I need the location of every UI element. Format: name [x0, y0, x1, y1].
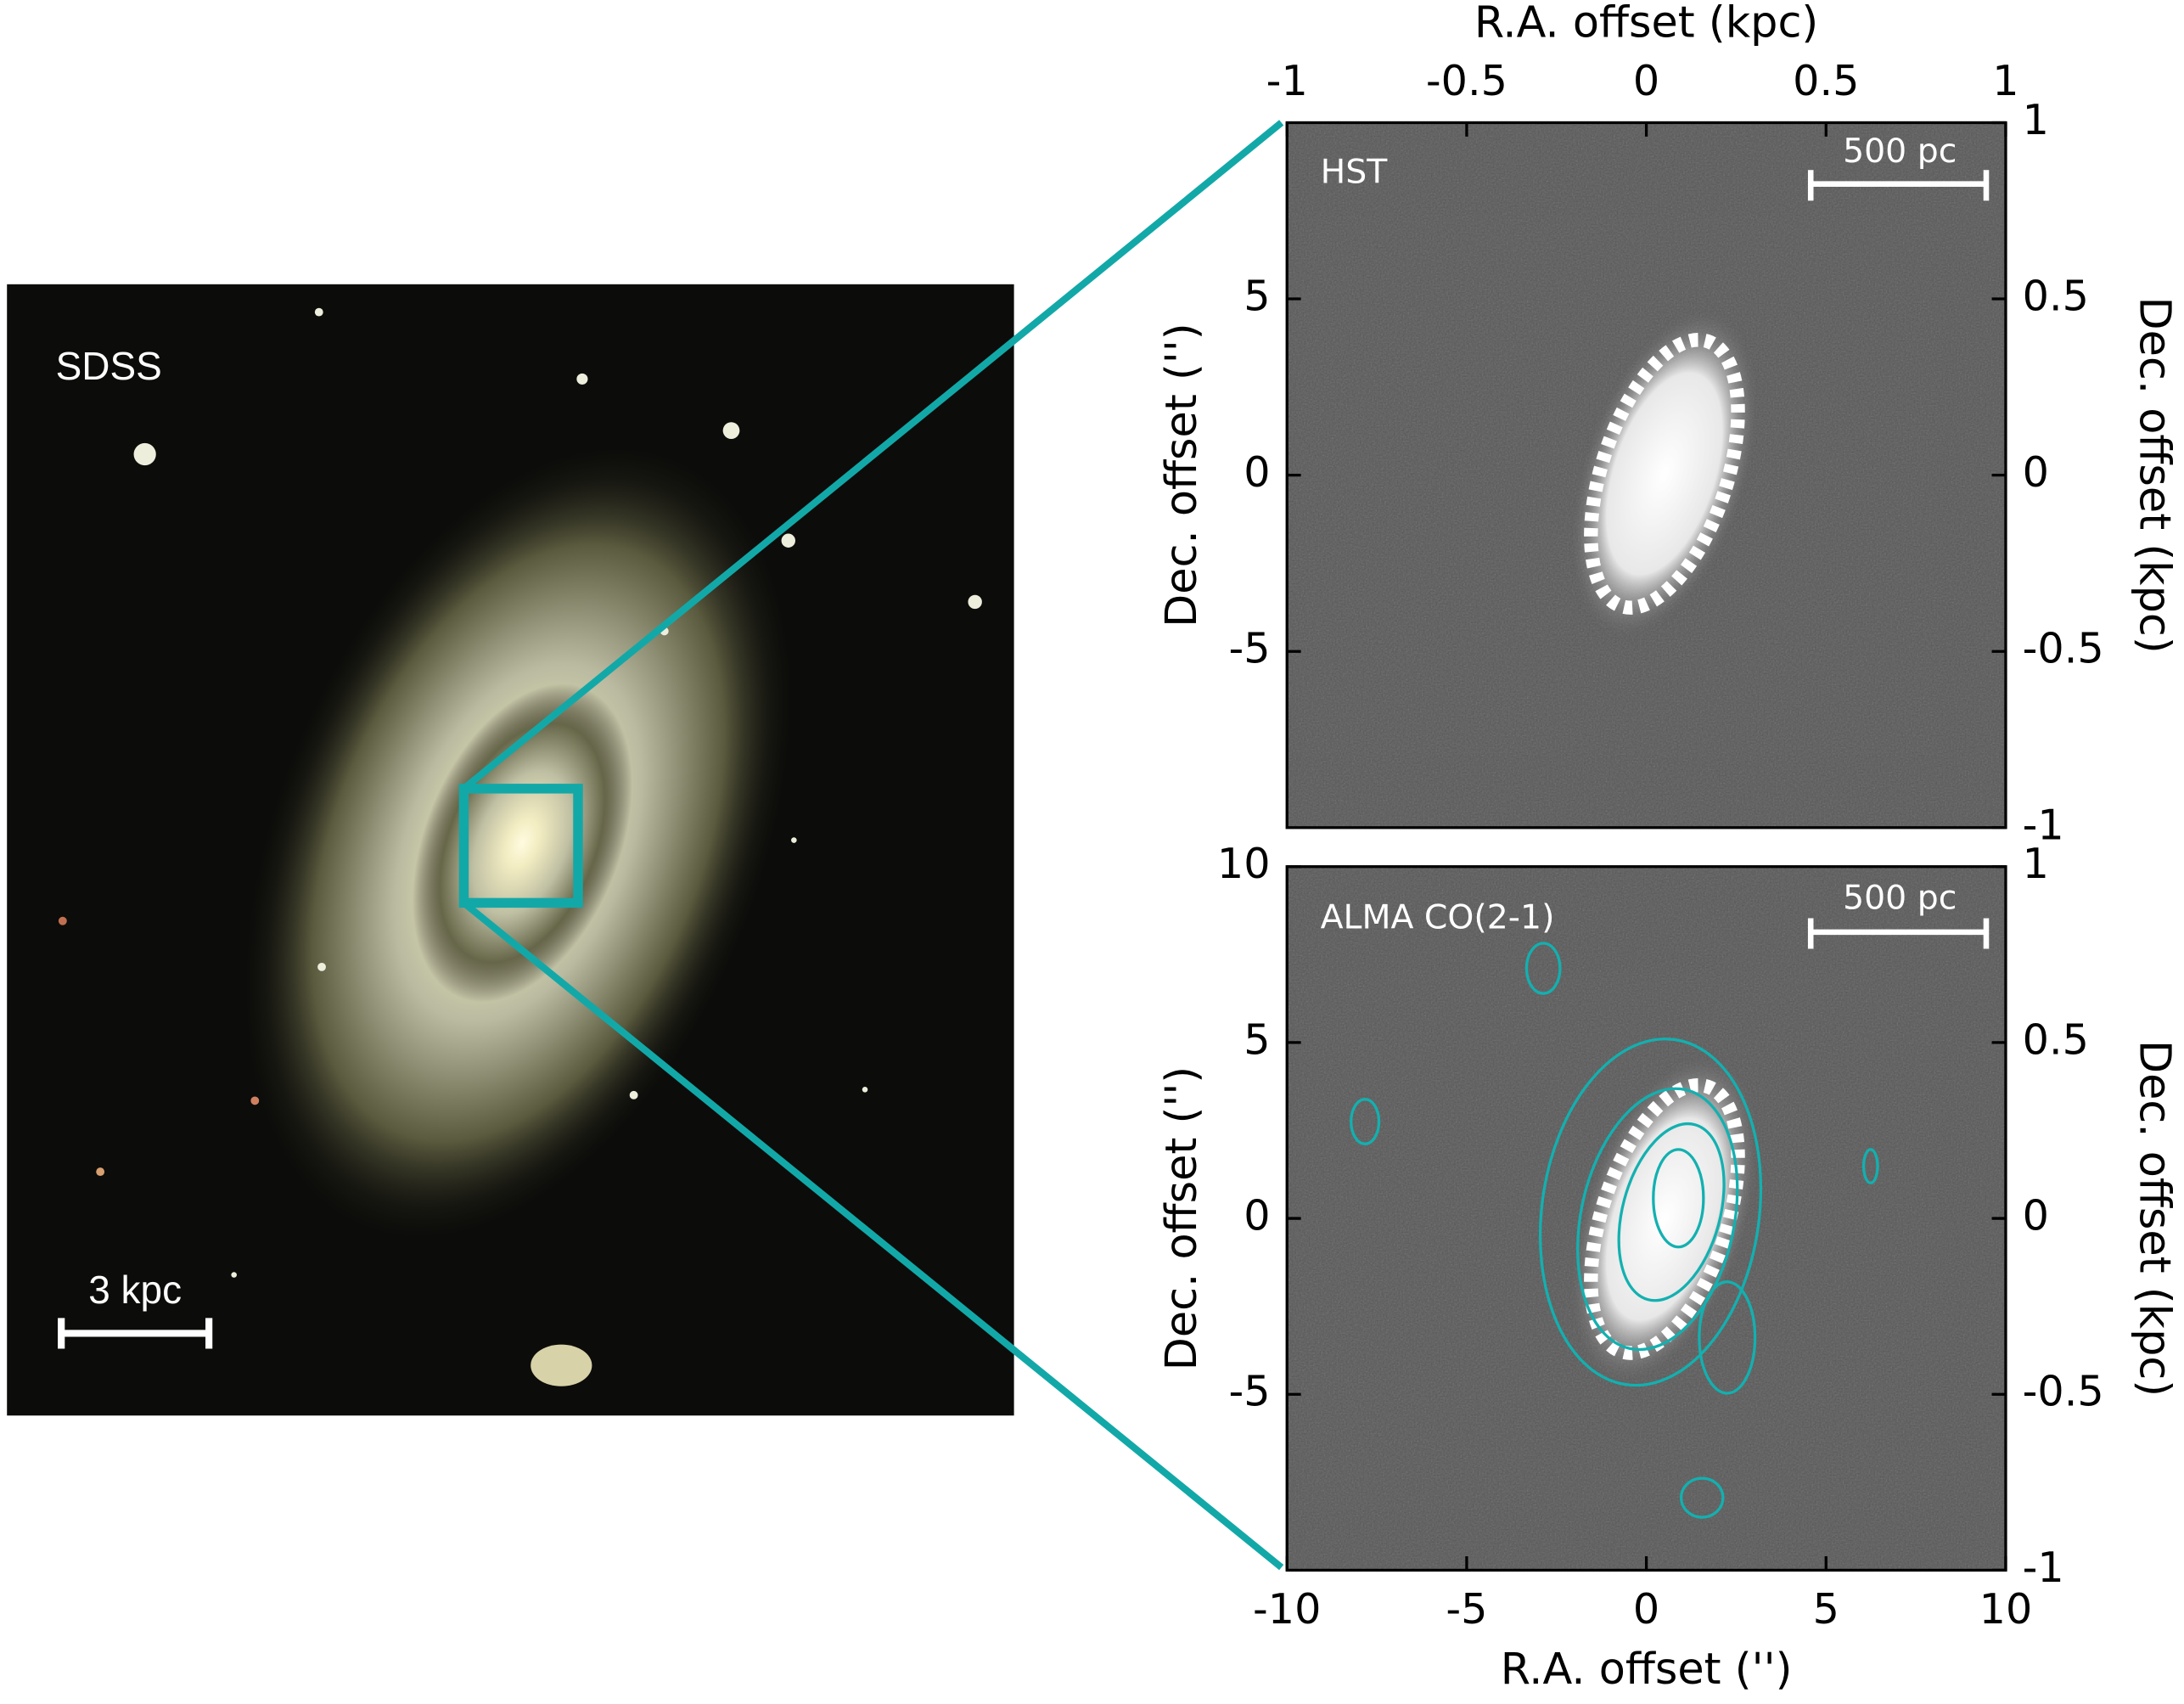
panel-label: HST — [1321, 153, 1389, 192]
y2-tick-label: 0 — [2023, 447, 2049, 497]
x-tick-label: 10 — [1979, 1584, 2033, 1634]
y2-tick-label: -0.5 — [2023, 624, 2104, 673]
x-tick-label: -5 — [1446, 1584, 1487, 1634]
y2-tick-label: -0.5 — [2023, 1367, 2104, 1416]
x-tick-label: -10 — [1253, 1584, 1321, 1634]
x2-tick-label: -0.5 — [1426, 56, 1507, 105]
y-tick-label: -5 — [1228, 1367, 1270, 1416]
scale-bar-label: 500 pc — [1843, 132, 1957, 171]
y2-tick-label: -1 — [2023, 800, 2064, 849]
alma-image — [1287, 866, 2006, 1571]
y-axis-label: Dec. offset ('') — [1156, 1066, 1206, 1370]
image-label: SDSS — [56, 344, 162, 388]
x2-tick-label: 0 — [1633, 56, 1659, 105]
y-tick-label: 0 — [1244, 447, 1270, 497]
y2-tick-label: 1 — [2023, 839, 2049, 888]
x2-tick-label: 1 — [1992, 56, 2018, 105]
y2-axis-label: Dec. offset (kpc) — [2130, 1040, 2180, 1397]
scale-bar-label: 3 kpc — [88, 1268, 182, 1312]
x2-tick-label: 0.5 — [1793, 56, 1859, 105]
y-tick-label: -5 — [1228, 624, 1270, 673]
zoom-line — [461, 900, 1284, 1571]
x-axis-label: R.A. offset ('') — [1501, 1644, 1793, 1694]
y2-tick-label: 0.5 — [2023, 272, 2089, 321]
x-tick-label: 0 — [1633, 1584, 1659, 1634]
y2-tick-label: 0.5 — [2023, 1015, 2089, 1064]
hst-image — [1287, 122, 2006, 828]
y2-axis-label: Dec. offset (kpc) — [2130, 297, 2180, 654]
panel-label: ALMA CO(2-1) — [1321, 898, 1555, 937]
x-tick-label: 5 — [1813, 1584, 1839, 1634]
x2-tick-label: -1 — [1266, 56, 1308, 105]
zoom-box — [458, 784, 583, 908]
y-tick-label: 5 — [1244, 272, 1270, 321]
y-tick-label: 0 — [1244, 1191, 1270, 1240]
y2-tick-label: 1 — [2023, 95, 2049, 144]
y2-tick-label: 0 — [2023, 1191, 2049, 1240]
y-tick-label: 10 — [1217, 839, 1271, 888]
y-axis-label: Dec. offset ('') — [1156, 323, 1206, 627]
x2-axis-label: R.A. offset (kpc) — [1474, 0, 1818, 48]
y2-tick-label: -1 — [2023, 1543, 2064, 1592]
sdss-image: SDSS 3 kpc — [7, 284, 1014, 1416]
zoom-line — [461, 120, 1284, 792]
y-tick-label: 5 — [1244, 1015, 1270, 1064]
scale-bar-label: 500 pc — [1843, 879, 1957, 918]
